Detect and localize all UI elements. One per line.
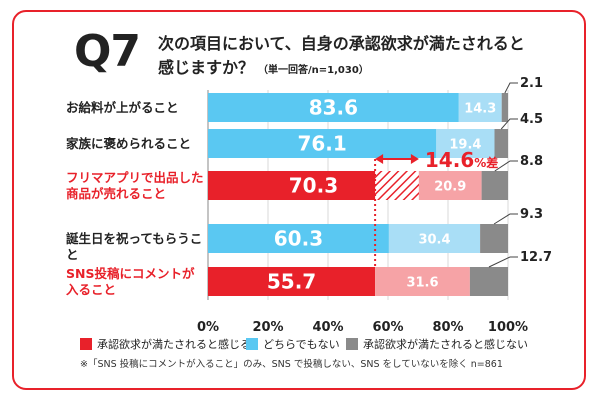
bar-segment [208,93,459,122]
question-number: Q7 [74,26,141,77]
data-label: 76.1 [297,132,346,156]
data-label: 20.9 [434,180,466,195]
data-label: 2.1 [520,76,543,91]
footnote: ※「SNS 投稿にコメントが入ること」のみ、SNS で投稿しない、SNS をして… [80,359,503,370]
data-label: 70.3 [289,174,338,198]
x-tick-label: 0% [197,320,219,335]
data-label: 9.3 [520,207,543,222]
bar-segment [388,224,481,253]
category-label-line: フリマアプリで出品した [66,169,204,185]
x-tick-label: 20% [252,320,283,335]
x-tick-label: 80% [432,320,463,335]
x-tick-label: 40% [312,320,343,335]
legend-label-disagree: 承認欲求が満たされると感じない [363,338,528,351]
legend-swatch-agree [80,338,92,350]
leader-line [494,160,518,172]
legend-swatch-disagree [346,338,358,350]
data-label: 8.8 [520,154,543,169]
question-title: 次の項目において、自身の承認欲求が満たされると 感じますか？ （単一回答/n=1,… [158,32,525,83]
bar-segment [208,129,437,158]
leader-line [488,256,518,268]
category-label-line: SNS投稿にコメントが [66,265,195,281]
legend-label-agree: 承認欲求が満たされると感じる [97,338,251,351]
category-label-line: 入ること [66,281,117,297]
leader-line [493,213,518,225]
legend-label-neutral: どちらでもない [263,338,340,351]
legend-item-neutral: どちらでもない [246,336,340,352]
data-label: 4.5 [520,112,543,127]
legend-swatch-neutral [246,338,258,350]
category-label-line: 商品が売れること [66,185,167,201]
bar-segment [481,171,508,200]
legend-item-disagree: 承認欲求が満たされると感じない [346,336,528,352]
gap-callout-suffix: %差 [474,155,498,170]
data-label: 12.7 [520,250,552,265]
bar-segment [436,129,495,158]
question-note: （単一回答/n=1,030） [258,65,369,76]
gap-callout-number: 14.6 [425,148,474,172]
bar-segment [494,129,508,158]
gap-arrow-head-right [410,154,419,164]
bar-segment [375,267,470,296]
bar-segment [418,171,482,200]
gap-hatch [375,171,419,200]
leader-line [504,82,518,94]
category-label-line: お給料が上がること [66,99,179,115]
gap-arrow-head-left [375,154,384,164]
bar-segment [501,93,508,122]
gap-callout-value: 14.6%差 [425,148,498,172]
data-label: 19.4 [449,138,481,153]
bar-segment [458,93,502,122]
legend-item-agree: 承認欲求が満たされると感じる [80,336,251,352]
category-label-line: 誕生日を祝ってもらうこと [66,230,203,262]
category-label: 誕生日を祝ってもらうこと [66,231,206,263]
data-label: 30.4 [418,233,450,248]
category-label-line: 家族に褒められること [66,135,192,151]
category-label: フリマアプリで出品した 商品が売れること [66,170,206,202]
category-label: 家族に褒められること [66,136,206,152]
x-tick-label: 100% [488,320,528,335]
leader-line [500,118,518,130]
data-label: 83.6 [309,96,358,120]
category-label: お給料が上がること [66,100,206,116]
data-label: 55.7 [267,270,316,294]
bar-segment [208,224,389,253]
bar-segment [208,267,376,296]
category-label: SNS投稿にコメントが 入ること [66,266,206,298]
x-tick-label: 60% [372,320,403,335]
data-label: 60.3 [274,227,323,251]
data-label: 14.3 [464,102,496,117]
data-label: 31.6 [406,276,438,291]
question-line-1: 次の項目において、自身の承認欲求が満たされると [158,34,525,53]
question-line-2: 感じますか？ [158,58,255,77]
bar-segment [480,224,508,253]
bar-segment [469,267,508,296]
